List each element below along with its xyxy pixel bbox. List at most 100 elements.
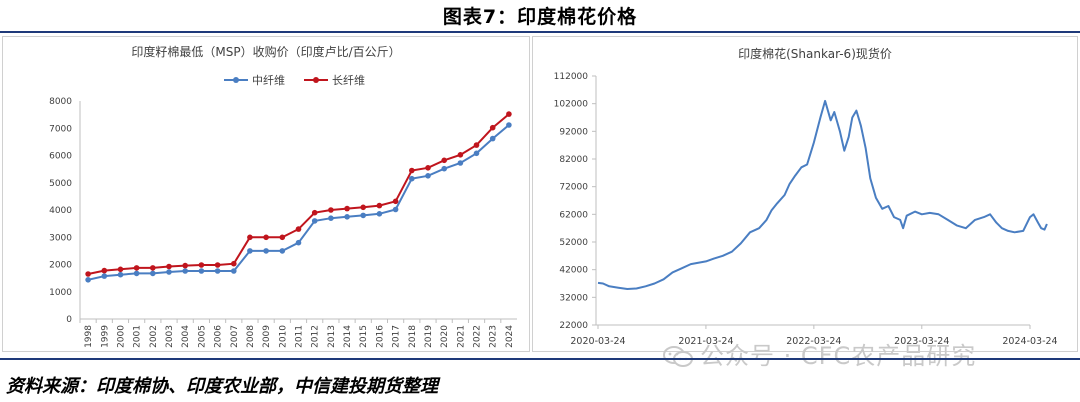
data-point (328, 215, 334, 221)
y-tick-label: 3000 (49, 233, 72, 243)
watermark-text: 公众号 · CFC农产品研究 (700, 342, 977, 370)
legend-marker (313, 77, 319, 83)
top-divider (0, 31, 1080, 33)
data-point (133, 265, 140, 271)
data-point (506, 122, 512, 128)
data-point (409, 175, 415, 182)
legend-item: 长纤维 (304, 74, 365, 87)
data-point (198, 262, 205, 268)
x-tick-label: 2021 (456, 325, 466, 348)
x-tick-label: 2007 (230, 325, 240, 348)
wechat-icon (662, 345, 694, 369)
data-point (473, 150, 480, 157)
data-point (101, 273, 108, 279)
data-point (182, 262, 188, 269)
data-point (117, 266, 124, 273)
data-point (457, 160, 464, 166)
bottom-divider (0, 358, 1080, 360)
y-tick-label: 0 (66, 315, 72, 325)
data-point (311, 218, 318, 224)
x-tick-label: 2002 (149, 325, 159, 348)
data-point (166, 269, 172, 275)
x-tick-label: 2011 (295, 325, 305, 348)
data-point (489, 124, 496, 131)
x-tick-label: 1998 (84, 325, 94, 348)
x-tick-label: 2020 (440, 325, 450, 348)
legend-item: 中纤维 (224, 74, 285, 87)
y-tick-label: 22000 (559, 321, 588, 331)
y-tick-label: 82000 (559, 155, 588, 165)
x-tick-label: 1999 (100, 325, 110, 348)
x-tick-label: 2017 (392, 325, 402, 348)
legend-label: 中纤维 (252, 74, 285, 87)
chart-title: 印度籽棉最低（MSP）收购价（印度卢比/百公斤） (131, 44, 400, 59)
x-tick-label: 2021-03-24 (678, 336, 733, 347)
data-point (425, 165, 431, 171)
data-point (101, 267, 108, 274)
chart-title: 印度棉花(Shankar-6)现货价 (738, 46, 892, 61)
data-point (150, 265, 156, 271)
x-tick-label: 2022-03-24 (786, 336, 841, 347)
data-point (506, 111, 512, 117)
y-tick-label: 102000 (554, 100, 589, 110)
data-point (133, 270, 140, 277)
x-tick-label: 2012 (311, 325, 321, 348)
x-tick-label: 2024 (505, 325, 515, 348)
x-tick-label: 2006 (214, 325, 224, 348)
x-tick-label: 2018 (408, 325, 418, 348)
data-point (279, 248, 286, 254)
y-tick-label: 7000 (49, 124, 72, 134)
data-point (376, 211, 383, 217)
y-tick-label: 42000 (559, 266, 588, 276)
y-tick-label: 8000 (49, 97, 72, 107)
y-tick-label: 2000 (49, 261, 72, 271)
legend-label: 长纤维 (332, 74, 365, 87)
data-point (392, 206, 399, 213)
data-point (457, 152, 464, 158)
y-tick-label: 62000 (559, 210, 588, 220)
data-point (214, 262, 221, 268)
data-point (263, 234, 269, 241)
data-point (328, 207, 334, 213)
data-point (231, 268, 237, 274)
data-point (150, 270, 156, 277)
x-tick-label: 2023 (489, 325, 499, 348)
y-tick-label: 32000 (559, 293, 588, 303)
data-point (263, 248, 269, 254)
x-tick-label: 2019 (424, 325, 434, 348)
data-point (473, 142, 480, 148)
data-point (441, 165, 448, 172)
x-tick-label: 2001 (133, 325, 143, 348)
x-tick-label: 2023-03-24 (894, 336, 949, 347)
x-tick-label: 2004 (181, 325, 191, 348)
x-tick-label: 2014 (343, 325, 353, 348)
y-tick-label: 4000 (49, 206, 72, 216)
msp-chart: 印度籽棉最低（MSP）收购价（印度卢比/百公斤） 中纤维 长纤维 0 1000 2000 3… (2, 36, 530, 352)
chart-frame (532, 36, 1078, 352)
data-point (198, 268, 205, 274)
x-tick-label: 2009 (262, 325, 272, 348)
y-tick-label: 72000 (559, 183, 588, 193)
data-point (344, 205, 350, 212)
x-tick-label: 2016 (375, 325, 385, 348)
x-tick-label: 2020-03-24 (570, 336, 625, 347)
data-point (279, 234, 286, 241)
data-point (295, 226, 302, 232)
x-tick-label: 2024-03-24 (1002, 336, 1057, 347)
data-point (344, 214, 350, 220)
data-point (392, 198, 399, 205)
data-point (376, 202, 383, 209)
series-line (597, 99, 1048, 290)
y-tick-label: 112000 (554, 72, 589, 82)
data-point (360, 212, 367, 219)
x-tick-label: 2008 (246, 325, 256, 348)
x-tick-label: 2013 (327, 325, 337, 348)
data-point (409, 167, 415, 174)
x-tick-label: 2000 (116, 325, 126, 348)
data-point (231, 260, 237, 267)
data-point (214, 268, 221, 274)
x-tick-label: 2022 (473, 325, 483, 348)
data-point (295, 239, 302, 246)
data-point (360, 204, 367, 211)
x-tick-label: 2015 (359, 325, 369, 348)
